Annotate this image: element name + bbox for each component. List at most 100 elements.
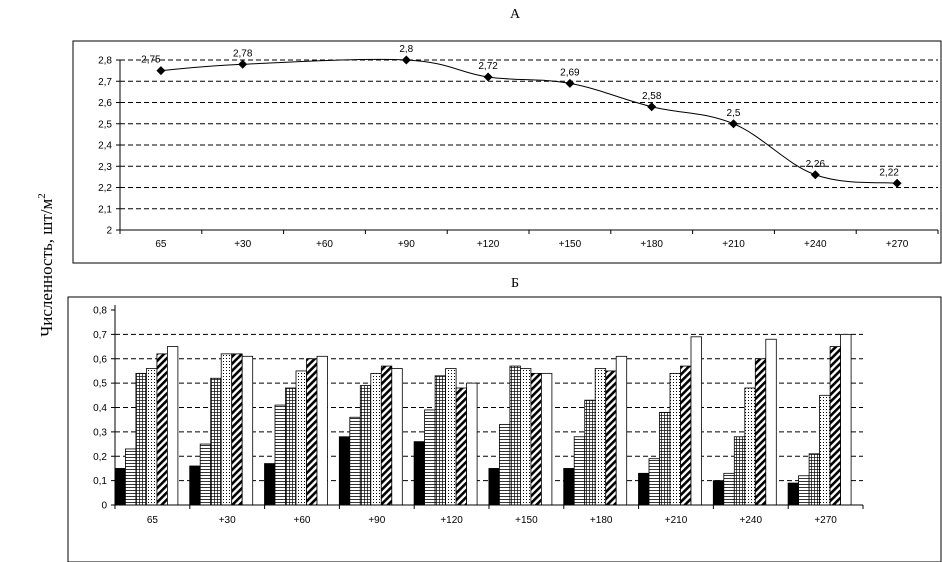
chart-b-bar-solid <box>338 436 351 506</box>
chart-b-bar-dots <box>669 372 681 506</box>
chart-b-bar-diagonal <box>680 365 692 506</box>
chart-b-bar-empty <box>541 372 553 506</box>
chart-a-data-label: 2,72 <box>478 61 498 72</box>
chart-a-xtick-label: +270 <box>886 239 909 250</box>
chart-a-ytick-label: 2,2 <box>98 183 112 194</box>
chart-b-title: Б <box>511 276 519 291</box>
chart-b-xtick-label: +210 <box>665 515 688 526</box>
chart-b-bar-hlines <box>274 404 286 506</box>
chart-b-bar-empty <box>840 333 852 506</box>
chart-b-xtick-label: +120 <box>440 515 463 526</box>
chart-a-point <box>156 66 166 76</box>
chart-a: А 2 2,1 2,2 2,3 2,4 2,5 2,6 2,7 2,8 65 +30 +60 +90 +… <box>72 7 942 264</box>
chart-b-bar-empty <box>241 355 254 506</box>
chart-b-ytick-label: 0,4 <box>93 403 107 414</box>
chart-a-data-label: 2,58 <box>642 91 662 102</box>
chart-a-point <box>729 119 738 129</box>
chart-b-ytick-label: 0,7 <box>93 330 107 341</box>
chart-b-ytick-label: 0,2 <box>93 452 107 463</box>
chart-a-xtick-label: +210 <box>722 239 745 250</box>
chart-b-bar-grid <box>808 453 820 506</box>
chart-b-bar-hlines <box>648 458 660 506</box>
chart-b-bar-diagonal <box>306 358 318 506</box>
chart-b-xtick-label: +240 <box>740 515 763 526</box>
chart-b-xtick-label: +30 <box>219 515 236 526</box>
chart-b-xtick-label: +90 <box>368 515 385 526</box>
chart-a-ytick-label: 2,3 <box>98 162 112 173</box>
chart-b-bar-grid <box>285 387 297 506</box>
chart-b-bar-grid <box>584 399 596 506</box>
chart-a-xtick-label: +240 <box>804 239 827 250</box>
chart-b-bar-empty <box>166 346 179 506</box>
chart-b-bar-grid <box>509 365 521 506</box>
chart-b-bar-diagonal <box>530 372 542 506</box>
chart-a-xtick-label: 65 <box>155 239 167 250</box>
chart-b-bar-diagonal <box>231 353 243 506</box>
chart-b-bar-diagonal <box>380 365 393 506</box>
chart-b-bar-dots <box>445 368 457 506</box>
chart-a-title: А <box>510 7 521 22</box>
chart-b-bar-empty <box>316 355 328 506</box>
chart-a-point <box>401 55 411 65</box>
chart-b-bar-grid <box>135 372 147 506</box>
chart-a-ytick-label: 2 <box>106 226 112 237</box>
chart-b-bar-dots <box>744 387 756 506</box>
chart-b: Б 0 0,1 0,2 0,3 0,4 0,5 0,6 0,7 0,8 65 +30 +60 +90 +… <box>67 276 942 562</box>
chart-b-bar-empty <box>690 336 702 506</box>
chart-a-xtick-label: +60 <box>316 239 333 250</box>
chart-b-ytick-label: 0 <box>101 501 107 512</box>
chart-a-point <box>810 170 820 180</box>
chart-b-bar-solid <box>488 468 500 506</box>
chart-b-bar-empty <box>391 368 403 506</box>
svg-text:Численность, шт/м2: Численность, шт/м2 <box>36 193 56 337</box>
chart-a-point <box>565 78 575 88</box>
y-axis-label-superscript: 2 <box>36 193 48 199</box>
chart-b-xtick-label: +180 <box>590 515 613 526</box>
chart-b-bar-solid <box>712 480 725 506</box>
chart-b-bar-empty <box>615 355 628 506</box>
y-axis-label-text: Численность, шт/м <box>37 198 56 336</box>
chart-b-ytick-label: 0,5 <box>93 379 107 390</box>
chart-b-bar-dots <box>370 372 382 506</box>
y-axis-label: Численность, шт/м2 <box>36 193 56 337</box>
chart-b-bar-hlines <box>349 416 361 506</box>
chart-b-bar-hlines <box>424 409 436 506</box>
chart-b-bar-grid <box>659 411 671 506</box>
chart-b-bar-hlines <box>199 443 212 506</box>
chart-b-bar-hlines <box>573 436 586 506</box>
chart-b-bar-grid <box>434 375 447 506</box>
chart-b-bar-diagonal <box>605 370 617 506</box>
chart-b-bar-dots <box>220 353 233 506</box>
chart-b-xtick-label: +60 <box>294 515 311 526</box>
chart-a-data-label: 2,22 <box>879 167 899 178</box>
chart-b-bar-hlines <box>498 424 511 506</box>
chart-a-point <box>238 59 248 69</box>
chart-a-ytick-label: 2,8 <box>98 56 112 67</box>
chart-b-bar-dots <box>295 370 307 506</box>
chart-a-point <box>892 178 902 188</box>
chart-a-ytick-label: 2,1 <box>98 204 112 215</box>
chart-b-ytick-label: 0,8 <box>93 306 107 317</box>
chart-a-data-label: 2,8 <box>399 44 413 55</box>
chart-a-ytick-label: 2,5 <box>98 119 112 130</box>
chart-b-xtick-label: +150 <box>515 515 538 526</box>
chart-b-bar-diagonal <box>156 353 168 506</box>
chart-a-data-label: 2,69 <box>560 67 580 78</box>
chart-a-xtick-label: +90 <box>398 239 415 250</box>
chart-b-bar-diagonal <box>754 358 767 506</box>
chart-a-ytick-label: 2,6 <box>98 98 112 109</box>
chart-b-bar-empty <box>765 338 777 506</box>
chart-b-bar-hlines <box>723 472 735 506</box>
chart-a-data-label: 2,78 <box>233 48 253 59</box>
chart-b-bar-solid <box>189 465 201 506</box>
chart-b-xtick-label: +270 <box>814 515 837 526</box>
chart-b-ytick-label: 0,6 <box>93 354 107 365</box>
chart-b-bar-dots <box>520 368 532 506</box>
chart-a-series-line <box>160 58 898 184</box>
chart-a-point <box>483 72 493 82</box>
chart-b-bar-solid <box>413 441 426 506</box>
chart-b-bar-dots <box>594 368 607 506</box>
chart-b-bar-solid <box>264 463 276 506</box>
chart-a-xtick-label: +30 <box>234 239 251 250</box>
